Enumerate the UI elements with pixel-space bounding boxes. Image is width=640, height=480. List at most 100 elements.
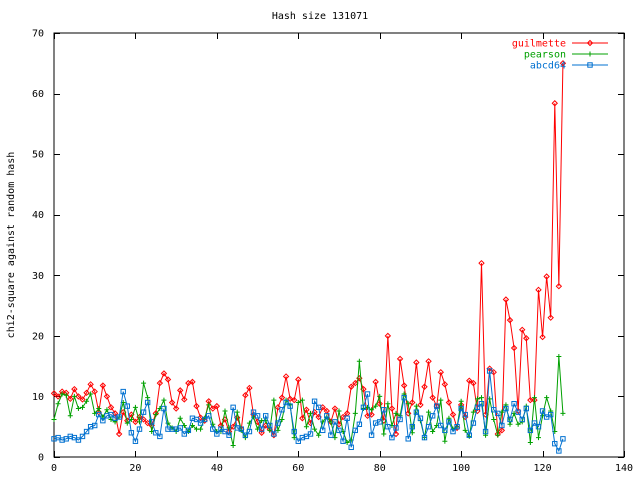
data-point-abcd64 (393, 425, 399, 431)
data-point-abcd64 (161, 405, 167, 412)
data-point-abcd64 (527, 427, 534, 434)
data-point-pearson (316, 432, 322, 438)
data-point-guilmette (429, 394, 436, 401)
data-point-pearson (198, 426, 204, 432)
y-axis-label: chi2-square against random hash (6, 152, 17, 339)
data-point-abcd64 (446, 419, 452, 425)
data-point-abcd64 (258, 426, 265, 432)
x-tick-label: 0 (51, 463, 57, 474)
data-point-abcd64 (474, 404, 481, 411)
data-point-guilmette (83, 389, 90, 397)
series-abcd64 (51, 368, 566, 454)
data-point-pearson (413, 403, 419, 409)
data-point-abcd64 (454, 424, 460, 430)
data-point-guilmette (400, 382, 408, 389)
data-point-guilmette (234, 414, 241, 421)
data-point-abcd64 (267, 422, 273, 429)
data-point-abcd64 (548, 411, 554, 418)
data-point-pearson (267, 427, 273, 433)
x-tick-label: 80 (374, 463, 386, 474)
data-point-guilmette (449, 411, 457, 418)
data-point-abcd64 (401, 394, 407, 401)
data-point-abcd64 (503, 405, 509, 412)
data-point-abcd64 (311, 398, 318, 404)
data-point-pearson (442, 438, 448, 444)
data-point-pearson (458, 398, 464, 404)
x-tick-label: 140 (615, 463, 633, 474)
x-tick-label: 120 (534, 463, 552, 474)
data-point-pearson (104, 407, 110, 413)
plot-frame (53, 32, 625, 458)
data-point-guilmette (527, 396, 534, 404)
data-point-abcd64 (214, 431, 220, 437)
x-tick-label: 60 (292, 463, 304, 474)
data-point-guilmette (506, 316, 514, 324)
data-point-pearson (352, 410, 358, 416)
data-point-abcd64 (421, 434, 428, 441)
data-point-abcd64 (360, 404, 367, 411)
data-point-pearson (479, 395, 484, 401)
data-point-guilmette (445, 399, 453, 406)
data-point-abcd64 (271, 431, 277, 437)
data-point-pearson (295, 399, 301, 405)
data-point-guilmette (291, 396, 298, 404)
data-point-abcd64 (181, 431, 187, 437)
data-point-pearson (303, 424, 309, 430)
data-point-abcd64 (100, 417, 106, 424)
data-point-abcd64 (197, 420, 204, 426)
data-point-abcd64 (389, 434, 395, 441)
data-point-abcd64 (283, 399, 289, 406)
data-point-pearson (393, 410, 399, 416)
data-point-guilmette (132, 418, 139, 426)
data-point-abcd64 (108, 411, 114, 418)
data-point-pearson (430, 429, 436, 435)
series-guilmette (50, 60, 567, 439)
data-point-abcd64 (511, 400, 517, 407)
data-point-guilmette (282, 373, 290, 380)
data-point-pearson (71, 393, 77, 399)
data-point-pearson (299, 397, 305, 403)
data-point-abcd64 (287, 403, 293, 409)
data-point-pearson (124, 420, 130, 426)
data-point-abcd64 (328, 432, 334, 438)
data-point-abcd64 (136, 426, 143, 432)
data-point-pearson (385, 401, 391, 407)
y-tick-label: 20 (32, 331, 44, 342)
data-point-guilmette (160, 370, 168, 377)
data-point-pearson (474, 396, 480, 402)
data-point-abcd64 (295, 438, 301, 444)
data-point-abcd64 (417, 415, 424, 421)
data-point-guilmette (286, 395, 294, 403)
data-point-guilmette (213, 402, 221, 410)
data-point-abcd64 (320, 427, 326, 434)
data-point-abcd64 (177, 425, 183, 431)
data-point-abcd64 (352, 427, 358, 434)
data-point-pearson (312, 426, 318, 432)
data-point-guilmette (91, 388, 98, 395)
data-point-pearson (234, 409, 240, 415)
data-point-abcd64 (201, 416, 208, 423)
data-point-abcd64 (116, 414, 122, 420)
data-point-pearson (230, 442, 236, 448)
data-point-pearson (226, 425, 232, 431)
y-tick-label: 40 (32, 210, 44, 221)
legend-item-guilmette: guilmette (512, 39, 608, 50)
data-point-abcd64 (242, 432, 249, 438)
data-point-guilmette (209, 405, 216, 412)
data-point-pearson (308, 410, 313, 416)
data-point-guilmette (67, 395, 74, 403)
data-point-pearson (491, 416, 497, 422)
data-point-abcd64 (429, 413, 436, 419)
data-point-guilmette (50, 390, 58, 397)
data-point-pearson (161, 397, 167, 403)
data-point-guilmette (409, 399, 416, 406)
data-point-pearson (88, 391, 94, 397)
data-point-abcd64 (531, 420, 538, 426)
data-point-abcd64 (425, 424, 432, 430)
data-point-pearson (373, 403, 379, 409)
data-point-abcd64 (263, 413, 269, 419)
y-tick-label: 0 (38, 453, 44, 464)
legend-item-pearson: pearson (524, 50, 608, 61)
data-point-guilmette (384, 332, 392, 340)
